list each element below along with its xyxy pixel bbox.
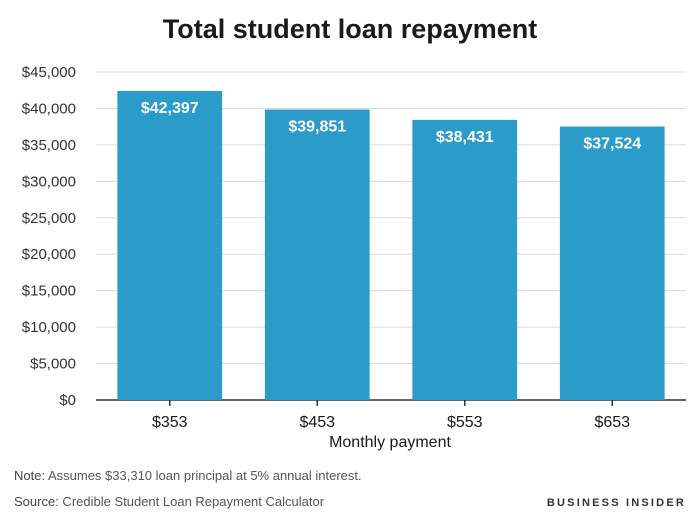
bar <box>412 119 518 401</box>
data-label: $42,397 <box>141 100 199 117</box>
x-tick-label: $553 <box>447 414 483 431</box>
source-text: Credible Student Loan Repayment Calculat… <box>58 494 325 509</box>
y-tick-label: $45,000 <box>22 64 76 81</box>
note-label: Note: <box>14 468 46 483</box>
y-tick-label: $20,000 <box>22 246 76 263</box>
x-tick-label: $653 <box>594 414 630 431</box>
data-label: $39,851 <box>288 119 346 136</box>
bar <box>117 90 223 401</box>
bar <box>559 126 665 400</box>
note-text: Assumes $33,310 loan principal at 5% ann… <box>45 468 362 483</box>
y-axis-tick-labels: $0 $5,000 $10,000 $15,000 $20,000 $25,000 $30,… <box>22 64 76 409</box>
brand-logo: BUSINESS INSIDER <box>546 497 686 509</box>
y-tick-label: $35,000 <box>22 137 76 154</box>
chart-title: Total student loan repayment <box>162 14 538 44</box>
y-tick-label: $0 <box>59 392 76 409</box>
data-labels: $42,397 $39,851 $38,431 $37,524 <box>141 100 641 153</box>
x-axis-label: Monthly payment <box>329 434 451 451</box>
data-label: $38,431 <box>436 129 494 146</box>
y-tick-label: $40,000 <box>22 100 76 117</box>
source-label: Source: <box>14 494 59 509</box>
x-tick-label: $353 <box>152 414 188 431</box>
x-axis-tick-labels: $353 $453 $553 $653 <box>152 400 630 431</box>
bar-chart: $0 $5,000 $10,000 $15,000 $20,000 $25,000 $30,… <box>22 64 686 451</box>
data-label: $37,524 <box>583 135 641 152</box>
y-tick-label: $15,000 <box>22 283 76 300</box>
x-tick-label: $453 <box>299 414 335 431</box>
y-tick-label: $25,000 <box>22 210 76 227</box>
bar <box>264 109 370 400</box>
y-tick-label: $10,000 <box>22 319 76 336</box>
y-tick-label: $30,000 <box>22 173 76 190</box>
source-line: Source: Credible Student Loan Repayment … <box>14 494 324 509</box>
bars <box>117 90 665 401</box>
y-tick-label: $5,000 <box>30 356 76 373</box>
footnote: Note: Assumes $33,310 loan principal at … <box>14 468 362 483</box>
